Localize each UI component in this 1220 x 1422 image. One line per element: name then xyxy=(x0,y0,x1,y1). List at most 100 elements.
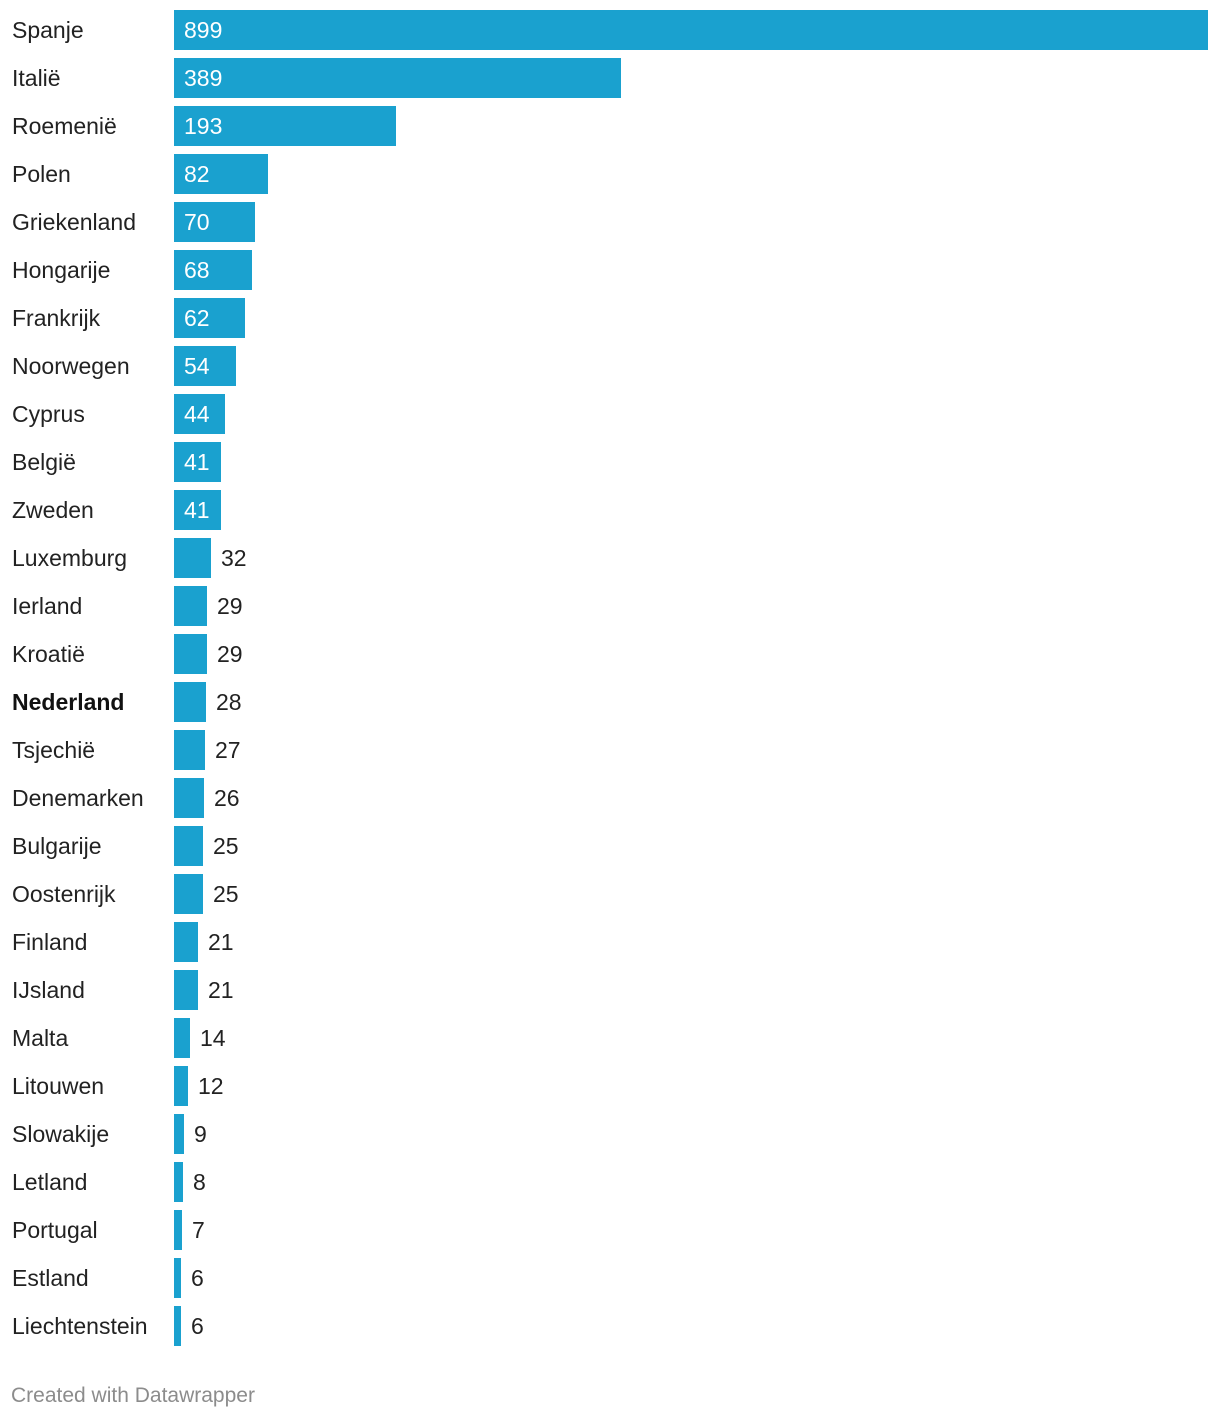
category-label: Polen xyxy=(12,161,71,187)
bar-malta xyxy=(174,1018,190,1058)
bar-slowakije xyxy=(174,1114,184,1154)
value-label: 62 xyxy=(184,305,210,331)
category-label: Portugal xyxy=(12,1217,98,1243)
bar-zweden xyxy=(174,490,221,530)
bar-polen xyxy=(174,154,268,194)
category-label: IJsland xyxy=(12,977,85,1003)
category-label: Letland xyxy=(12,1169,88,1195)
category-label: Frankrijk xyxy=(12,305,101,331)
value-label: 9 xyxy=(194,1121,207,1147)
category-label: Bulgarije xyxy=(12,833,102,859)
value-label: 21 xyxy=(208,977,234,1003)
bar-ierland xyxy=(174,586,207,626)
category-label: Kroatië xyxy=(12,641,85,667)
category-label: Denemarken xyxy=(12,785,144,811)
category-label: Litouwen xyxy=(12,1073,105,1099)
bar-row-finland: Finland 21 xyxy=(0,922,1220,962)
value-label: 21 xyxy=(208,929,234,955)
value-label: 6 xyxy=(191,1265,204,1291)
bar-roemenie xyxy=(174,106,396,146)
category-label: Spanje xyxy=(12,17,84,43)
bar-estland xyxy=(174,1258,181,1298)
bar-row-portugal: Portugal 7 xyxy=(0,1210,1220,1250)
category-label: Malta xyxy=(12,1025,69,1051)
bar-row-malta: Malta 14 xyxy=(0,1018,1220,1058)
bar-row-ierland: Ierland 29 xyxy=(0,586,1220,626)
bar-row-kroatie: Kroatië 29 xyxy=(0,634,1220,674)
bar-row-estland: Estland 6 xyxy=(0,1258,1220,1298)
datawrapper-credit: Created with Datawrapper xyxy=(11,1384,255,1407)
bar-hongarije xyxy=(174,250,252,290)
bar-row-noorwegen: Noorwegen 54 xyxy=(0,346,1220,386)
value-label: 29 xyxy=(217,593,243,619)
bar-cyprus xyxy=(174,394,225,434)
value-label: 25 xyxy=(213,833,239,859)
bar-italie xyxy=(174,58,621,98)
bar-row-belgie: België 41 xyxy=(0,442,1220,482)
category-label: België xyxy=(12,449,76,475)
bar-row-cyprus: Cyprus 44 xyxy=(0,394,1220,434)
value-label: 389 xyxy=(184,65,223,91)
category-label: Cyprus xyxy=(12,401,85,427)
bar-ijsland xyxy=(174,970,198,1010)
bar-litouwen xyxy=(174,1066,188,1106)
category-label: Liechtenstein xyxy=(12,1313,148,1339)
category-label: Nederland xyxy=(12,689,125,715)
value-label: 27 xyxy=(215,737,241,763)
bar-noorwegen xyxy=(174,346,236,386)
bar-frankrijk xyxy=(174,298,245,338)
value-label: 7 xyxy=(192,1217,205,1243)
bar-row-liechtenstein: Liechtenstein 6 xyxy=(0,1306,1220,1346)
bar-row-nederland: Nederland 28 xyxy=(0,682,1220,722)
bar-row-frankrijk: Frankrijk 62 xyxy=(0,298,1220,338)
category-label: Griekenland xyxy=(12,209,137,235)
bar-row-bulgarije: Bulgarije 25 xyxy=(0,826,1220,866)
bar-row-griekenland: Griekenland 70 xyxy=(0,202,1220,242)
value-label: 26 xyxy=(214,785,240,811)
bar-row-tsjechie: Tsjechië 27 xyxy=(0,730,1220,770)
value-label: 82 xyxy=(184,161,210,187)
bar-griekenland xyxy=(174,202,255,242)
bar-row-litouwen: Litouwen 12 xyxy=(0,1066,1220,1106)
category-label: Estland xyxy=(12,1265,89,1291)
bar-portugal xyxy=(174,1210,182,1250)
value-label: 28 xyxy=(216,689,242,715)
bar-oostenrijk xyxy=(174,874,203,914)
value-label: 193 xyxy=(184,113,223,139)
category-label: Finland xyxy=(12,929,88,955)
value-label: 12 xyxy=(198,1073,224,1099)
category-label: Luxemburg xyxy=(12,545,128,571)
value-label: 41 xyxy=(184,497,210,523)
bar-nederland xyxy=(174,682,206,722)
bar-row-oostenrijk: Oostenrijk 25 xyxy=(0,874,1220,914)
bar-liechtenstein xyxy=(174,1306,181,1346)
value-label: 899 xyxy=(184,17,223,43)
bar-chart: Spanje 899 Italië 389 Roemenië 193 Polen 82 Grie… xyxy=(0,10,1220,1346)
category-label: Oostenrijk xyxy=(12,881,116,907)
bar-row-italie: Italië 389 xyxy=(0,58,1220,98)
bar-row-slowakije: Slowakije 9 xyxy=(0,1114,1220,1154)
category-label: Roemenië xyxy=(12,113,117,139)
value-label: 44 xyxy=(184,401,210,427)
category-label: Zweden xyxy=(12,497,94,523)
bar-spanje xyxy=(174,10,1208,50)
value-label: 41 xyxy=(184,449,210,475)
category-label: Ierland xyxy=(12,593,83,619)
category-label: Slowakije xyxy=(12,1121,110,1147)
value-label: 32 xyxy=(221,545,247,571)
bar-row-polen: Polen 82 xyxy=(0,154,1220,194)
value-label: 68 xyxy=(184,257,210,283)
bar-row-denemarken: Denemarken 26 xyxy=(0,778,1220,818)
bar-luxemburg xyxy=(174,538,211,578)
bar-row-luxemburg: Luxemburg 32 xyxy=(0,538,1220,578)
bar-row-ijsland: IJsland 21 xyxy=(0,970,1220,1010)
bar-row-spanje: Spanje 899 xyxy=(0,10,1220,50)
bar-row-zweden: Zweden 41 xyxy=(0,490,1220,530)
value-label: 8 xyxy=(193,1169,206,1195)
value-label: 25 xyxy=(213,881,239,907)
category-label: Tsjechië xyxy=(12,737,96,763)
bar-tsjechie xyxy=(174,730,205,770)
value-label: 6 xyxy=(191,1313,204,1339)
bar-row-letland: Letland 8 xyxy=(0,1162,1220,1202)
bar-denemarken xyxy=(174,778,204,818)
